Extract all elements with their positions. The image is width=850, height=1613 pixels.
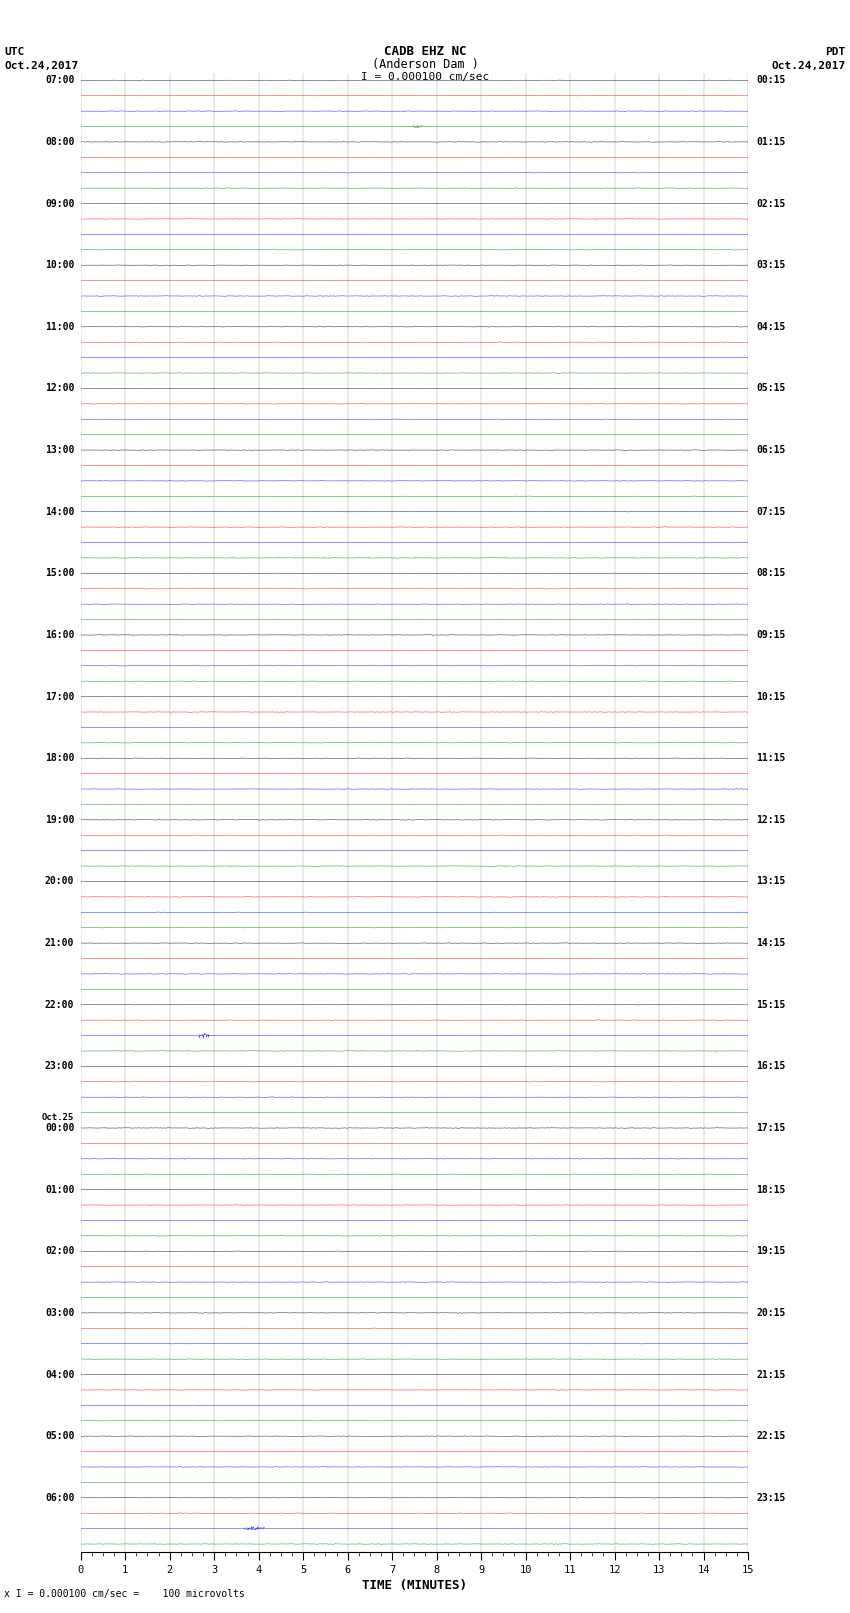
Text: 21:15: 21:15 <box>756 1369 785 1379</box>
Text: 01:15: 01:15 <box>756 137 785 147</box>
Text: 20:15: 20:15 <box>756 1308 785 1318</box>
X-axis label: TIME (MINUTES): TIME (MINUTES) <box>362 1579 467 1592</box>
Text: 00:00: 00:00 <box>45 1123 74 1132</box>
Text: 18:15: 18:15 <box>756 1184 785 1195</box>
Text: Oct.24,2017: Oct.24,2017 <box>772 61 846 71</box>
Text: 03:15: 03:15 <box>756 260 785 271</box>
Text: 14:00: 14:00 <box>45 506 74 516</box>
Text: 17:00: 17:00 <box>45 692 74 702</box>
Text: 13:15: 13:15 <box>756 876 785 887</box>
Text: 14:15: 14:15 <box>756 939 785 948</box>
Text: 11:00: 11:00 <box>45 323 74 332</box>
Text: 19:15: 19:15 <box>756 1247 785 1257</box>
Text: 18:00: 18:00 <box>45 753 74 763</box>
Text: 12:15: 12:15 <box>756 815 785 824</box>
Text: 08:15: 08:15 <box>756 568 785 579</box>
Text: Oct.25: Oct.25 <box>42 1113 74 1121</box>
Text: I = 0.000100 cm/sec: I = 0.000100 cm/sec <box>361 73 489 82</box>
Text: CADB EHZ NC: CADB EHZ NC <box>383 45 467 58</box>
Text: 21:00: 21:00 <box>45 939 74 948</box>
Text: Oct.24,2017: Oct.24,2017 <box>4 61 78 71</box>
Text: 05:15: 05:15 <box>756 384 785 394</box>
Text: 06:15: 06:15 <box>756 445 785 455</box>
Text: 16:15: 16:15 <box>756 1061 785 1071</box>
Text: 13:00: 13:00 <box>45 445 74 455</box>
Text: 04:15: 04:15 <box>756 323 785 332</box>
Text: PDT: PDT <box>825 47 846 56</box>
Text: 23:00: 23:00 <box>45 1061 74 1071</box>
Text: 10:15: 10:15 <box>756 692 785 702</box>
Text: x I = 0.000100 cm/sec =    100 microvolts: x I = 0.000100 cm/sec = 100 microvolts <box>4 1589 245 1598</box>
Text: 15:00: 15:00 <box>45 568 74 579</box>
Text: 16:00: 16:00 <box>45 631 74 640</box>
Text: 17:15: 17:15 <box>756 1123 785 1132</box>
Text: 09:15: 09:15 <box>756 631 785 640</box>
Text: 04:00: 04:00 <box>45 1369 74 1379</box>
Text: 00:15: 00:15 <box>756 76 785 85</box>
Text: 12:00: 12:00 <box>45 384 74 394</box>
Text: 10:00: 10:00 <box>45 260 74 271</box>
Text: 07:00: 07:00 <box>45 76 74 85</box>
Text: 23:15: 23:15 <box>756 1492 785 1503</box>
Text: 19:00: 19:00 <box>45 815 74 824</box>
Text: 02:00: 02:00 <box>45 1247 74 1257</box>
Text: 22:00: 22:00 <box>45 1000 74 1010</box>
Text: 20:00: 20:00 <box>45 876 74 887</box>
Text: UTC: UTC <box>4 47 25 56</box>
Text: 11:15: 11:15 <box>756 753 785 763</box>
Text: 09:00: 09:00 <box>45 198 74 208</box>
Text: 15:15: 15:15 <box>756 1000 785 1010</box>
Text: 07:15: 07:15 <box>756 506 785 516</box>
Text: 08:00: 08:00 <box>45 137 74 147</box>
Text: 05:00: 05:00 <box>45 1431 74 1440</box>
Text: 03:00: 03:00 <box>45 1308 74 1318</box>
Text: 01:00: 01:00 <box>45 1184 74 1195</box>
Text: 22:15: 22:15 <box>756 1431 785 1440</box>
Text: 06:00: 06:00 <box>45 1492 74 1503</box>
Text: 02:15: 02:15 <box>756 198 785 208</box>
Text: (Anderson Dam ): (Anderson Dam ) <box>371 58 479 71</box>
